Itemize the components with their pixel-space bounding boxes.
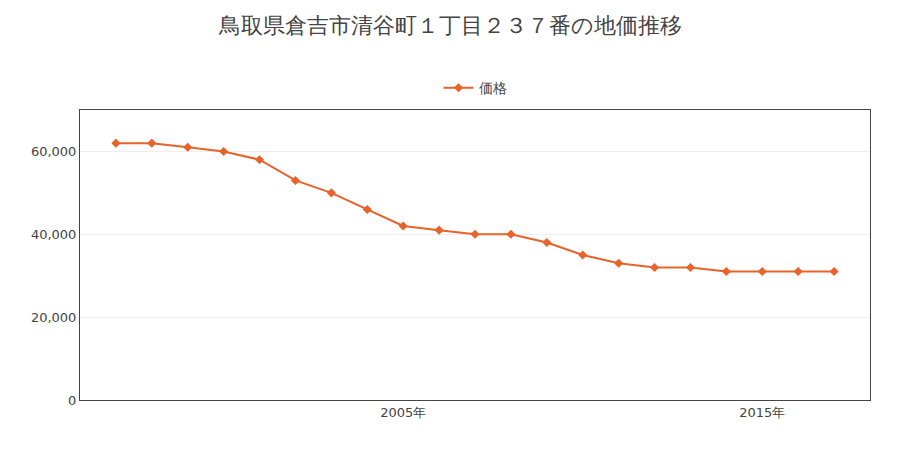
svg-text:鳥取県倉吉市清谷町１丁目２３７番の地価推移: 鳥取県倉吉市清谷町１丁目２３７番の地価推移 <box>218 13 682 38</box>
svg-text:20,000: 20,000 <box>31 310 77 325</box>
svg-text:2005年: 2005年 <box>380 405 426 420</box>
svg-text:60,000: 60,000 <box>31 144 77 159</box>
svg-text:40,000: 40,000 <box>31 227 77 242</box>
svg-text:0: 0 <box>68 393 76 408</box>
svg-text:価格: 価格 <box>479 80 507 96</box>
svg-text:2015年: 2015年 <box>739 405 785 420</box>
